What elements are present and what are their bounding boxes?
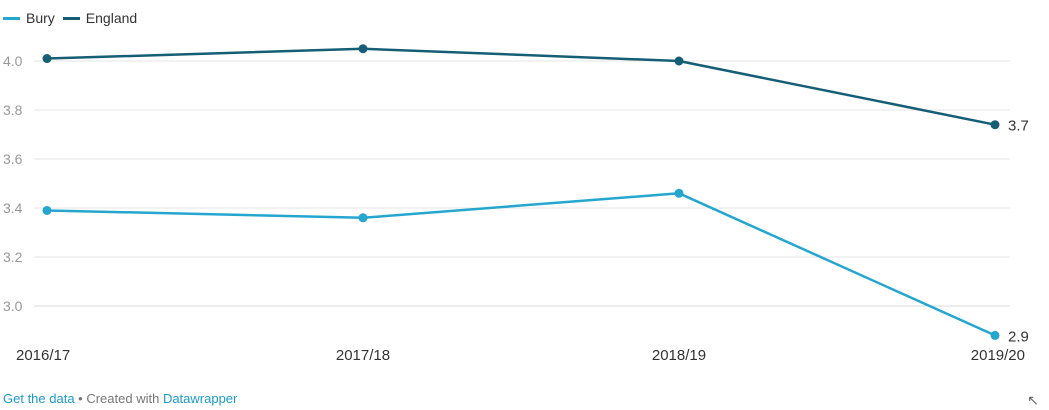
legend-item-england: England bbox=[62, 10, 138, 26]
x-tick-label: 2019/20 bbox=[971, 347, 1025, 364]
series-line-england bbox=[45, 47, 997, 126]
data-point bbox=[674, 56, 684, 66]
y-tick-label: 3.4 bbox=[3, 200, 23, 216]
legend-swatch-england bbox=[62, 16, 80, 20]
legend: Bury England bbox=[3, 8, 145, 28]
footer-separator: • Created with bbox=[74, 391, 163, 406]
legend-label-england: England bbox=[85, 10, 138, 26]
data-point bbox=[358, 213, 368, 223]
data-point bbox=[990, 330, 1000, 340]
end-value-label-bury: 2.9 bbox=[1008, 328, 1029, 345]
datawrapper-link[interactable]: Datawrapper bbox=[162, 391, 238, 406]
expand-arrow-icon[interactable]: ↖ bbox=[1027, 392, 1039, 408]
x-tick-label: 2018/19 bbox=[652, 347, 706, 364]
legend-item-bury: Bury bbox=[3, 10, 55, 26]
y-tick-label: 3.6 bbox=[3, 151, 23, 167]
legend-swatch-bury bbox=[3, 16, 20, 20]
y-tick-label: 3.8 bbox=[3, 102, 23, 118]
get-data-link[interactable]: Get the data bbox=[3, 391, 75, 406]
y-tick-label: 3.0 bbox=[3, 298, 23, 314]
x-tick-label: 2016/17 bbox=[16, 347, 70, 364]
y-tick-label: 3.2 bbox=[3, 249, 23, 265]
footer: Get the data • Created with Datawrapper bbox=[3, 391, 237, 406]
data-point bbox=[990, 120, 1000, 130]
data-point bbox=[358, 44, 368, 54]
x-tick-label: 2017/18 bbox=[336, 347, 390, 364]
line-chart: 3.0 3.2 3.4 3.6 3.8 4.0 2016/17 2017/18 2018/19 2… bbox=[3, 44, 1029, 364]
data-point bbox=[42, 54, 52, 64]
legend-label-bury: Bury bbox=[26, 10, 55, 26]
series-line-bury bbox=[45, 192, 997, 337]
end-value-label-england: 3.7 bbox=[1008, 118, 1029, 135]
data-point bbox=[42, 205, 52, 215]
data-point bbox=[674, 188, 684, 198]
y-tick-label: 4.0 bbox=[3, 53, 23, 69]
